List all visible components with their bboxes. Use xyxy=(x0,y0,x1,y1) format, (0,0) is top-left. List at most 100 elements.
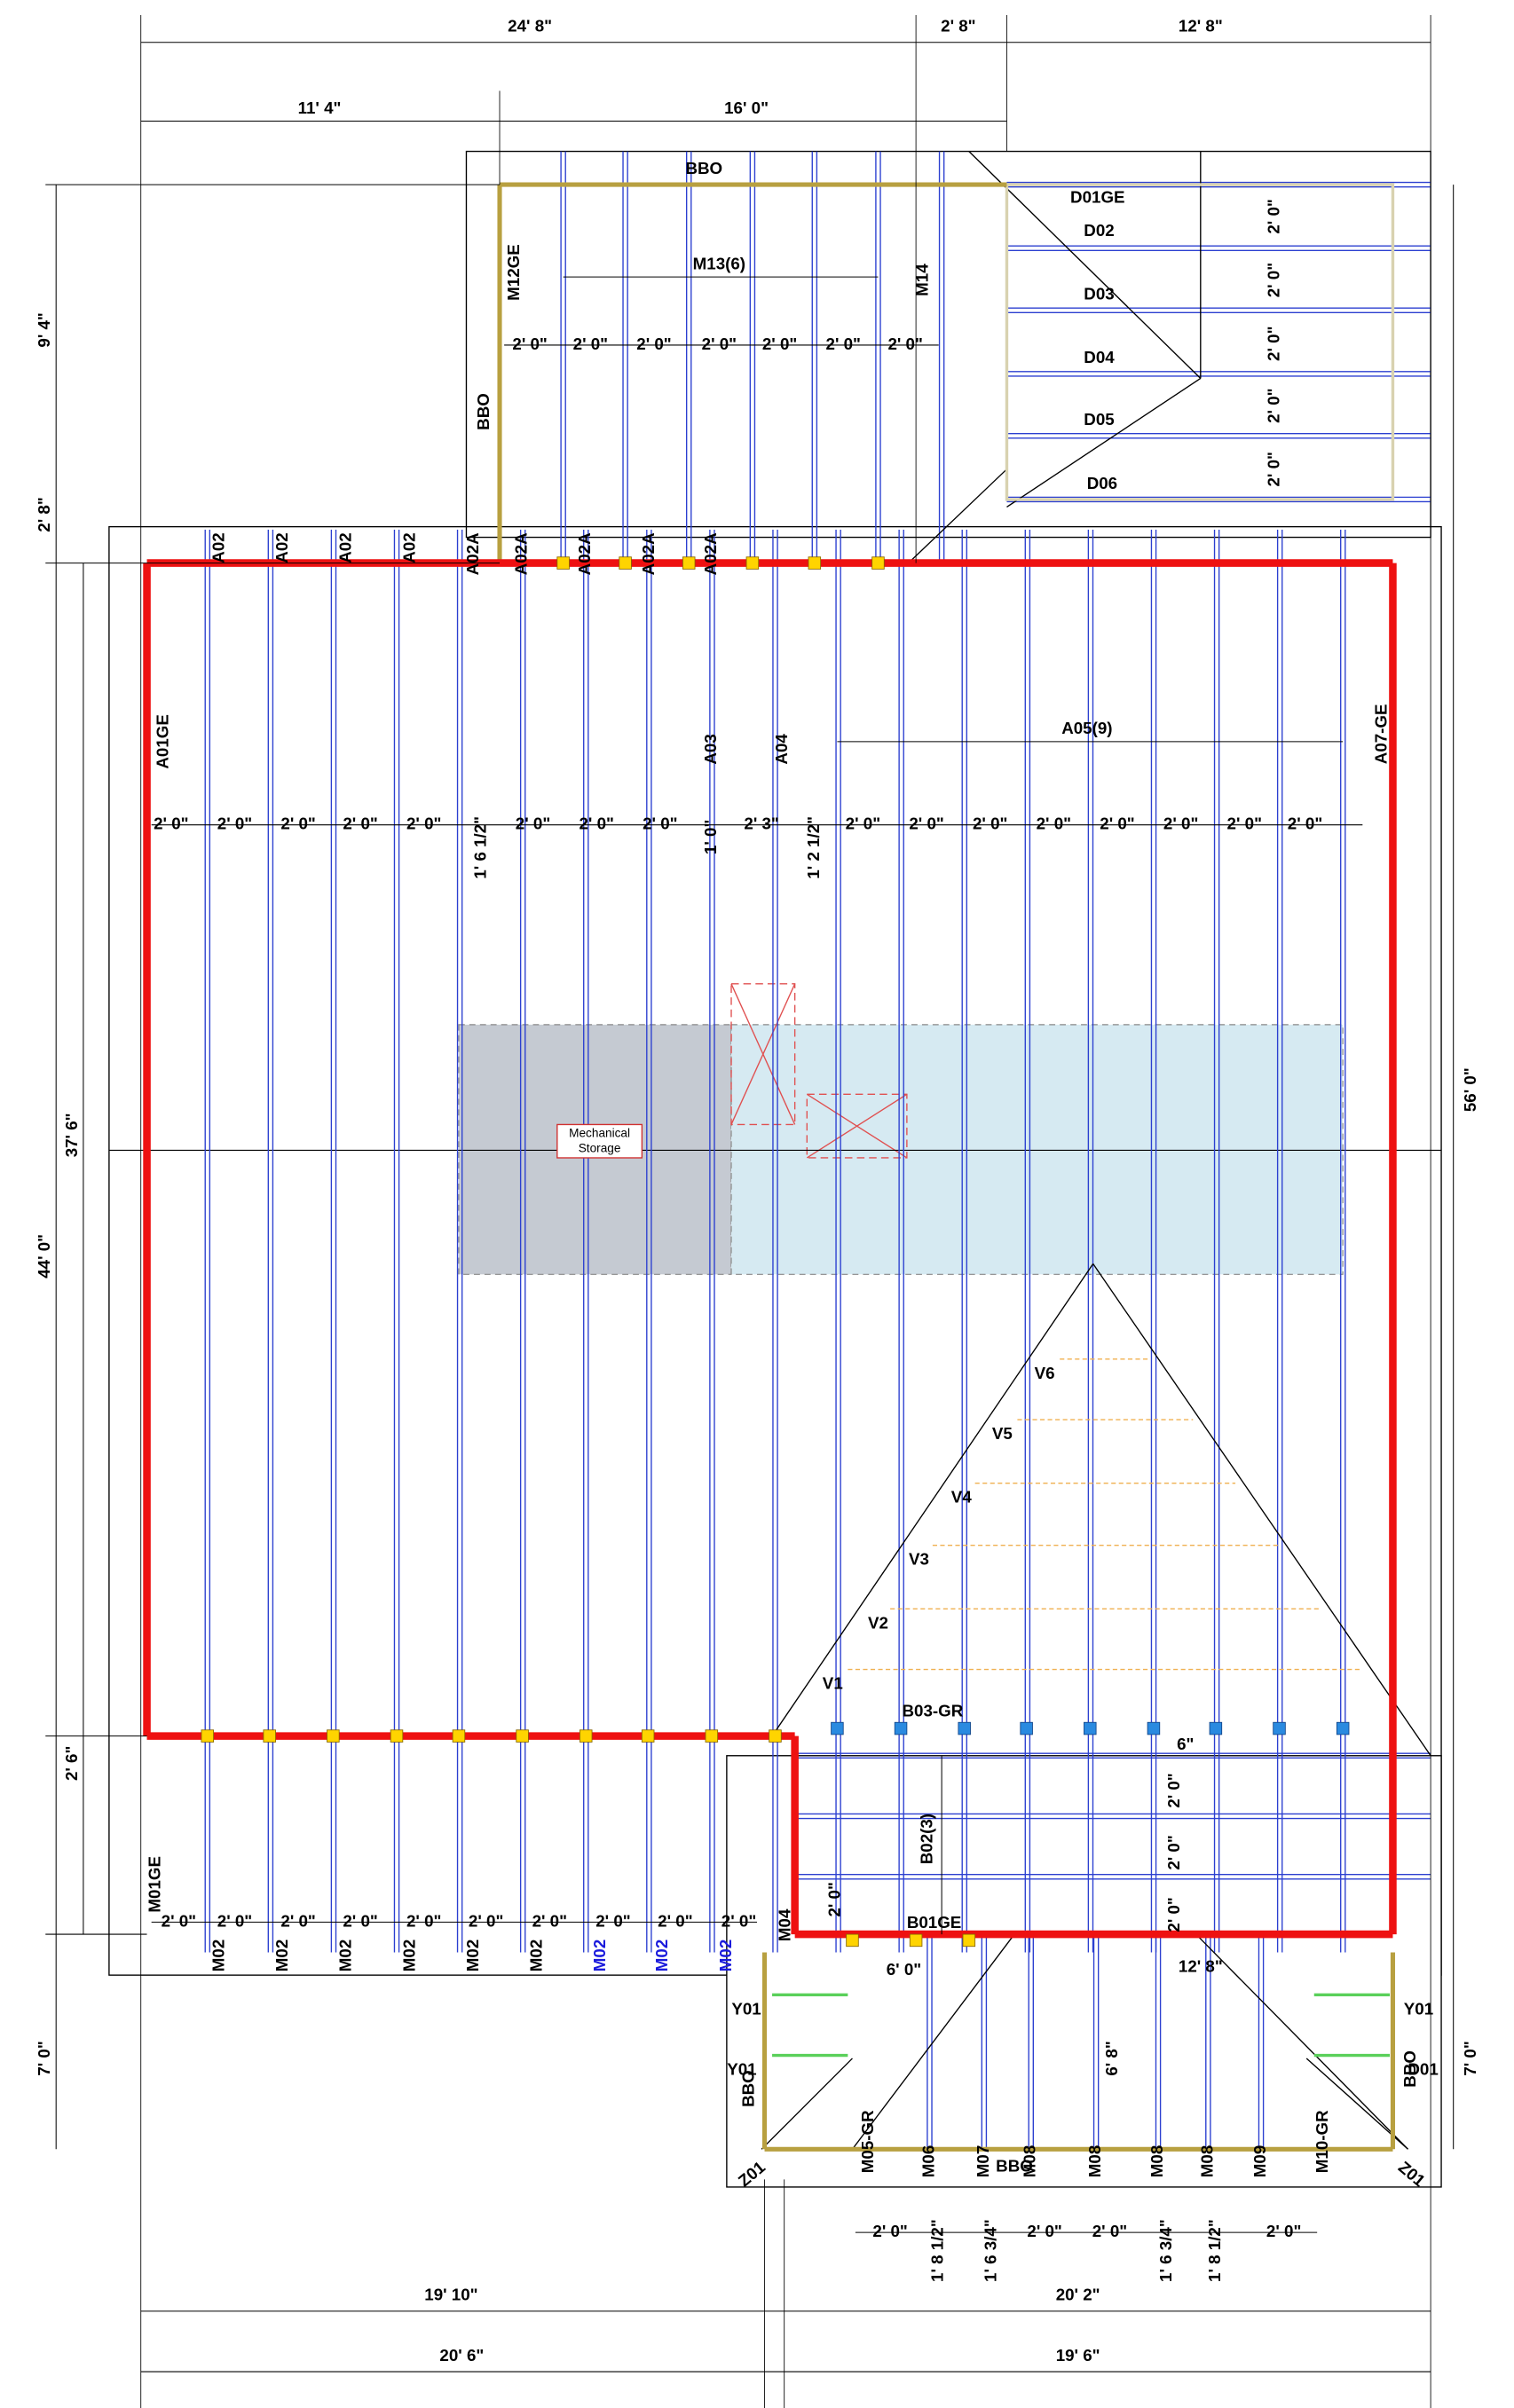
truss-label: M12GE xyxy=(504,244,523,301)
dimension-label: 2' 0" xyxy=(1164,1773,1183,1807)
dimension-label: 6' 0" xyxy=(887,1960,921,1979)
dimension-label: 2' 6" xyxy=(62,1746,81,1781)
truss-label: A02A xyxy=(575,532,594,575)
hanger xyxy=(705,1729,719,1743)
dimension-label: 2' 0" xyxy=(658,1911,692,1930)
dimension-label: 2' 0" xyxy=(1163,814,1198,833)
hanger xyxy=(641,1729,655,1743)
truss-label: M07 xyxy=(974,2145,992,2177)
truss-label: M09 xyxy=(1250,2145,1269,2177)
dimension-label: 2' 0" xyxy=(1164,1835,1183,1869)
dimension-label: 24' 8" xyxy=(508,17,552,35)
dimension-label: 2' 0" xyxy=(532,1911,567,1930)
dimension-label: 37' 6" xyxy=(62,1113,81,1157)
dimension-label: 2' 0" xyxy=(846,814,880,833)
dimension-label: 1' 6 3/4" xyxy=(1156,2219,1175,2282)
dimension-label: 2' 0" xyxy=(826,334,861,353)
truss-label: A02 xyxy=(399,532,418,563)
dimension-label: 2' 0" xyxy=(573,334,608,353)
room-label: Storage xyxy=(579,1141,621,1154)
dimension-label: 2' 0" xyxy=(1037,814,1071,833)
truss-label: D02 xyxy=(1084,221,1114,240)
dimension-label: 2' 0" xyxy=(1100,814,1134,833)
truss-label: V1 xyxy=(823,1674,843,1693)
dimension-label: 2' 0" xyxy=(406,1911,441,1930)
hanger xyxy=(894,1721,908,1735)
hanger xyxy=(958,1721,971,1735)
hip-line xyxy=(1092,1263,1431,1757)
dimension-label: 12' 8" xyxy=(1179,17,1223,35)
hip-line xyxy=(908,468,1007,564)
truss-label: A02 xyxy=(272,532,291,563)
hanger xyxy=(1084,1721,1097,1735)
truss-label: Y01 xyxy=(1404,1999,1433,2018)
hanger xyxy=(846,1933,859,1948)
truss-label: D01GE xyxy=(1070,187,1125,206)
truss-label: M04 xyxy=(775,1908,793,1941)
dimension-label: 1' 6 1/2" xyxy=(470,816,489,879)
truss-label: M02 xyxy=(272,1940,291,1971)
truss-label: D06 xyxy=(1087,474,1117,492)
hip-line xyxy=(761,2058,853,2150)
hanger xyxy=(556,556,570,570)
truss-label: M08 xyxy=(1197,2145,1216,2177)
dimension-label: 44' 0" xyxy=(35,1234,53,1279)
dimension-label: 2' 0" xyxy=(1264,452,1282,486)
dimension-label: 2' 0" xyxy=(973,814,1007,833)
truss-label: V6 xyxy=(1035,1364,1055,1382)
truss-label: M02 xyxy=(209,1940,227,1971)
dimension-label: 2' 0" xyxy=(343,1911,377,1930)
dimension-label: 12' 8" xyxy=(1179,1957,1223,1976)
upper-outline xyxy=(465,150,1431,539)
dimension-label: 2' 0" xyxy=(1264,263,1282,297)
truss-label: D04 xyxy=(1084,348,1115,366)
dimension-label: 2' 0" xyxy=(469,1911,503,1930)
truss-label: V2 xyxy=(868,1613,888,1632)
hanger xyxy=(1209,1721,1223,1735)
truss-label: BBO xyxy=(685,159,722,177)
truss-label: A02A xyxy=(639,532,658,575)
dimension-label: 7' 0" xyxy=(35,2041,53,2075)
truss-label: BBO xyxy=(1400,2050,1419,2088)
dimension-label: 2' 0" xyxy=(406,814,441,833)
dimension-label: 2' 3" xyxy=(744,814,778,833)
dimension-label: 1' 2 1/2" xyxy=(804,816,823,879)
hanger xyxy=(682,556,696,570)
truss-label: A01GE xyxy=(153,714,171,768)
dimension-label: 2' 0" xyxy=(343,814,377,833)
truss-label: M10-GR xyxy=(1313,2110,1331,2173)
truss-label: A03 xyxy=(701,734,720,764)
hanger xyxy=(1273,1721,1286,1735)
room-label: Mechanical xyxy=(569,1126,630,1139)
truss-label: BBO xyxy=(738,2070,757,2107)
truss-label: BBO xyxy=(474,393,493,430)
girder xyxy=(1005,183,1395,501)
truss-label: M02 xyxy=(527,1940,546,1971)
storage-room xyxy=(730,1024,1344,1275)
dimension-label: 2' 0" xyxy=(280,1911,315,1930)
truss-label: V3 xyxy=(909,1550,929,1569)
dimension-label: 2' 0" xyxy=(722,1911,756,1930)
truss-label: M05-GR xyxy=(858,2110,877,2173)
dimension-label: 2' 0" xyxy=(762,334,797,353)
truss-label: A05(9) xyxy=(1061,719,1112,737)
truss-label: D01 xyxy=(1408,2060,1438,2079)
dimension-label: 2' 0" xyxy=(1092,2222,1127,2240)
dimension-label: 2' 0" xyxy=(280,814,315,833)
dimension-label: 2' 0" xyxy=(1164,1897,1183,1932)
truss-label: M02 xyxy=(336,1940,355,1971)
dimension-label: 1' 6 3/4" xyxy=(981,2219,999,2282)
dimension-label: 2' 0" xyxy=(643,814,677,833)
truss-label: M02 xyxy=(399,1940,418,1971)
hip-line xyxy=(1195,1933,1408,2150)
truss-label: D05 xyxy=(1084,410,1114,429)
dimension-label: 2' 0" xyxy=(702,334,737,353)
truss-label: M06 xyxy=(919,2145,937,2177)
dimension-label: 2' 0" xyxy=(1266,2222,1301,2240)
dimension-label: 2' 0" xyxy=(579,814,613,833)
dimension-label: 2' 0" xyxy=(909,814,943,833)
truss-label: B01GE xyxy=(907,1913,961,1932)
dimension-label: 6' 8" xyxy=(1102,2041,1121,2075)
hip-line xyxy=(771,1263,1094,1736)
truss-label: M02 xyxy=(463,1940,482,1971)
